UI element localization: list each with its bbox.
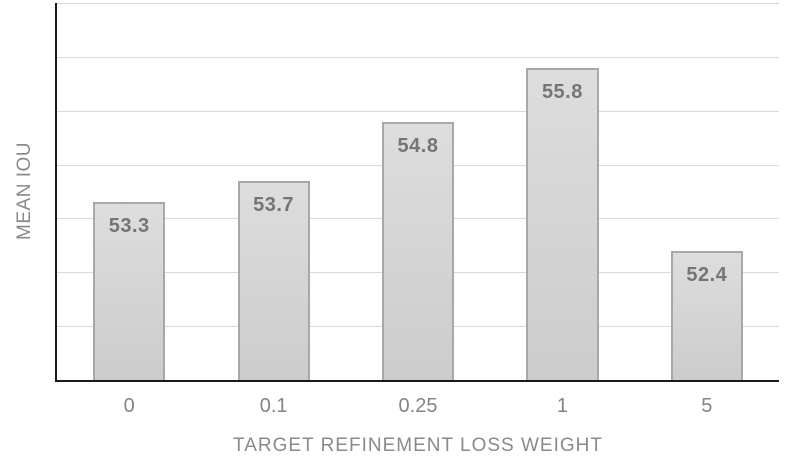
plot-area: 53.3 53.7 54.8 55.8 52.4 <box>55 3 779 382</box>
bar-value-label: 55.8 <box>541 80 583 103</box>
x-tick-label: 5 <box>701 395 713 417</box>
bar: 53.7 <box>237 180 310 380</box>
gridline <box>57 3 779 4</box>
bar-slot: 52.4 <box>635 3 779 380</box>
x-tick-label: 0 <box>123 395 135 417</box>
gridline <box>57 56 779 58</box>
bar: 55.8 <box>526 67 599 380</box>
bar-value-label: 53.7 <box>253 193 295 216</box>
bar-value-label: 52.4 <box>686 263 728 286</box>
x-tick-label: 0.25 <box>398 395 438 417</box>
y-axis-title: MEAN IOU <box>14 142 35 240</box>
x-axis-title: TARGET REFINEMENT LOSS WEIGHT <box>233 435 603 456</box>
bar-value-label: 54.8 <box>397 134 439 157</box>
bar-slot: 55.8 <box>490 3 634 380</box>
x-tick-label: 1 <box>556 395 568 417</box>
gridline <box>57 110 779 112</box>
bar-slot: 53.7 <box>201 3 345 380</box>
bar: 52.4 <box>670 250 743 380</box>
x-tick-label: 0.1 <box>259 395 288 417</box>
bar-slot: 54.8 <box>346 3 490 380</box>
bar: 53.3 <box>93 202 166 380</box>
bar: 54.8 <box>381 121 455 380</box>
bar-slot: 53.3 <box>57 3 201 380</box>
x-axis-tick-labels: 0 0.1 0.25 1 5 <box>57 395 779 418</box>
bar-value-label: 53.3 <box>108 215 150 238</box>
bars-container: 53.3 53.7 54.8 55.8 52.4 <box>57 3 779 380</box>
